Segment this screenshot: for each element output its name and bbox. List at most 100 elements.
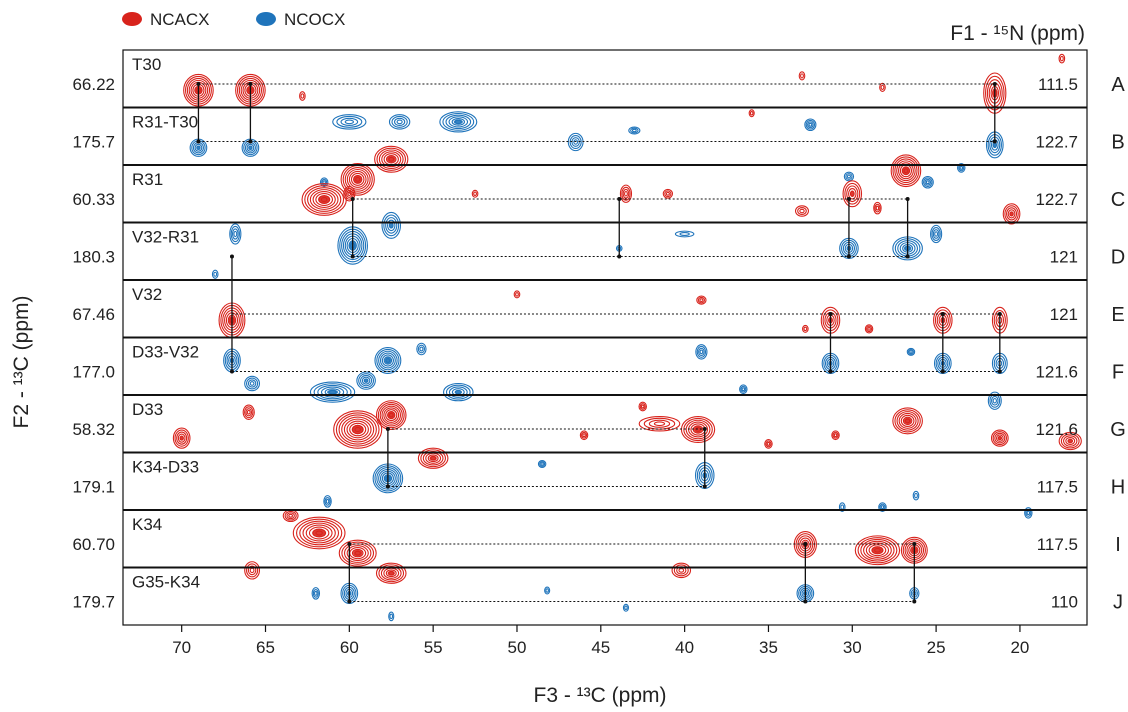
contour xyxy=(361,376,371,385)
contour xyxy=(292,516,346,550)
contour xyxy=(802,324,809,333)
contour xyxy=(286,512,295,520)
strip-name-g: D33 xyxy=(132,400,163,419)
contour xyxy=(867,326,871,331)
x-tick-label-55: 55 xyxy=(424,638,443,657)
strip-peaks-c xyxy=(301,145,1021,225)
contour xyxy=(894,409,921,433)
peak-b-5 xyxy=(439,111,478,133)
connector-dot xyxy=(385,484,390,489)
contour xyxy=(232,228,239,240)
f2-value-f: 177.0 xyxy=(72,363,115,382)
contour xyxy=(1026,510,1031,516)
peak-b-8 xyxy=(804,118,817,132)
legend-item-ncocx: NCOCX xyxy=(256,10,345,29)
peak-f-3 xyxy=(356,371,376,390)
contour xyxy=(544,586,551,595)
contour xyxy=(356,371,376,390)
x-tick-label-25: 25 xyxy=(927,638,946,657)
contour xyxy=(1065,436,1076,445)
peak-g-11 xyxy=(638,401,647,412)
peak-i-2 xyxy=(375,562,407,584)
contour xyxy=(643,417,676,430)
connector-dot xyxy=(912,599,917,604)
peak-b-0 xyxy=(189,138,208,157)
strip-letter-e: E xyxy=(1111,304,1124,326)
contour xyxy=(537,459,547,468)
contour xyxy=(864,324,874,334)
peak-g-1 xyxy=(375,400,407,431)
connector-dot xyxy=(828,312,833,316)
contour xyxy=(338,414,377,445)
contour xyxy=(379,403,403,427)
contour xyxy=(799,208,805,214)
contour xyxy=(213,271,218,277)
peak-i-8 xyxy=(282,509,299,523)
peak-d-5 xyxy=(229,223,242,245)
contour-core xyxy=(429,455,437,461)
contour xyxy=(233,230,238,238)
contour xyxy=(695,344,708,360)
contour xyxy=(417,344,426,354)
contour xyxy=(513,290,521,299)
peak-i-4 xyxy=(854,535,901,566)
strip-letter-a: A xyxy=(1111,74,1125,96)
contour xyxy=(843,171,855,182)
strip-name-c: R31 xyxy=(132,170,163,189)
contour xyxy=(340,117,359,127)
contour xyxy=(381,405,402,425)
strip-peaks-b xyxy=(189,111,1004,189)
contour-core xyxy=(351,424,364,435)
strip-letter-f: F xyxy=(1112,362,1124,384)
contour xyxy=(341,541,375,565)
contour xyxy=(385,409,398,422)
contour xyxy=(381,211,402,239)
contour xyxy=(1058,431,1082,451)
peak-g-7 xyxy=(172,427,191,449)
contour xyxy=(347,191,352,197)
contour xyxy=(346,545,369,562)
connector-dot xyxy=(992,82,997,86)
peak-c-5 xyxy=(662,188,674,199)
x-tick-label-20: 20 xyxy=(1010,638,1029,657)
peak-c-9 xyxy=(1002,203,1021,225)
contour xyxy=(896,160,916,182)
contour xyxy=(1002,203,1021,225)
contour xyxy=(906,347,916,356)
peak-f-5 xyxy=(443,382,474,402)
contour xyxy=(624,605,628,611)
contour-core xyxy=(453,119,463,125)
contour xyxy=(246,377,259,390)
peak-e-5 xyxy=(696,295,707,305)
contour xyxy=(573,139,579,145)
x-axis-title: F3 - ¹³C (ppm) xyxy=(534,684,667,707)
contour xyxy=(807,121,814,129)
contour xyxy=(343,418,372,441)
contour xyxy=(344,187,355,200)
contour-core xyxy=(849,190,855,197)
connector-dot xyxy=(992,139,997,144)
contour xyxy=(739,384,748,395)
peak-g-8 xyxy=(1058,431,1082,451)
contour xyxy=(638,401,647,412)
contour xyxy=(622,188,630,199)
legend-label-ncocx: NCOCX xyxy=(284,10,345,29)
x-axis: 70 65 60 55 50 45 40 35 30 25 20 xyxy=(172,625,1029,657)
strip-name-j: G35-K34 xyxy=(132,573,200,592)
contour-core xyxy=(871,546,883,554)
peak-c-3 xyxy=(343,186,356,202)
connector-dot xyxy=(350,197,355,201)
contour xyxy=(346,168,369,190)
connector-dot xyxy=(702,427,707,431)
contour xyxy=(902,416,913,426)
contour xyxy=(325,498,330,504)
legend-swatch-ncocx xyxy=(256,12,276,26)
contour-core xyxy=(318,195,330,204)
contour xyxy=(569,134,582,150)
contour xyxy=(247,379,257,388)
contour xyxy=(312,588,319,598)
contour xyxy=(932,229,940,239)
contour xyxy=(349,422,367,437)
peak-g-9 xyxy=(242,404,255,420)
connector-dot xyxy=(229,369,234,374)
